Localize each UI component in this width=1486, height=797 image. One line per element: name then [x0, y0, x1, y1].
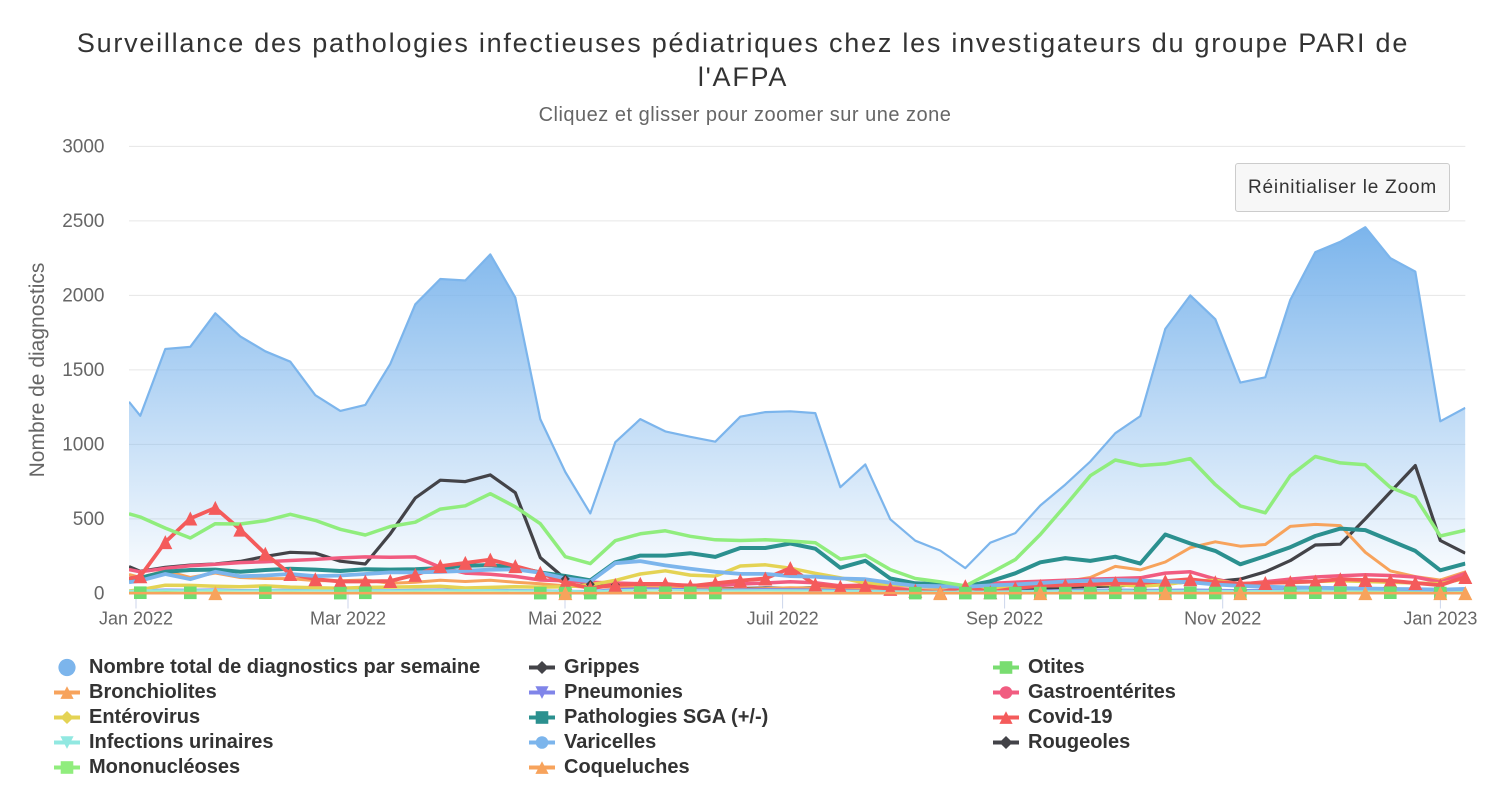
svg-text:Mar 2022: Mar 2022	[310, 609, 386, 629]
svg-text:Nov 2022: Nov 2022	[1184, 609, 1261, 629]
svg-text:0: 0	[94, 583, 105, 604]
svg-text:1500: 1500	[62, 360, 104, 381]
svg-text:Jan 2023: Jan 2023	[1403, 609, 1477, 629]
svg-text:Juil 2022: Juil 2022	[747, 609, 819, 629]
svg-text:500: 500	[73, 509, 105, 530]
svg-text:Sep 2022: Sep 2022	[966, 609, 1043, 629]
svg-text:2000: 2000	[62, 285, 104, 306]
svg-text:Jan 2022: Jan 2022	[99, 609, 173, 629]
svg-text:Mai 2022: Mai 2022	[528, 609, 602, 629]
svg-text:1000: 1000	[62, 434, 104, 455]
svg-text:Nombre de diagnostics: Nombre de diagnostics	[26, 263, 49, 478]
svg-text:2500: 2500	[62, 211, 104, 232]
svg-text:3000: 3000	[62, 136, 104, 157]
